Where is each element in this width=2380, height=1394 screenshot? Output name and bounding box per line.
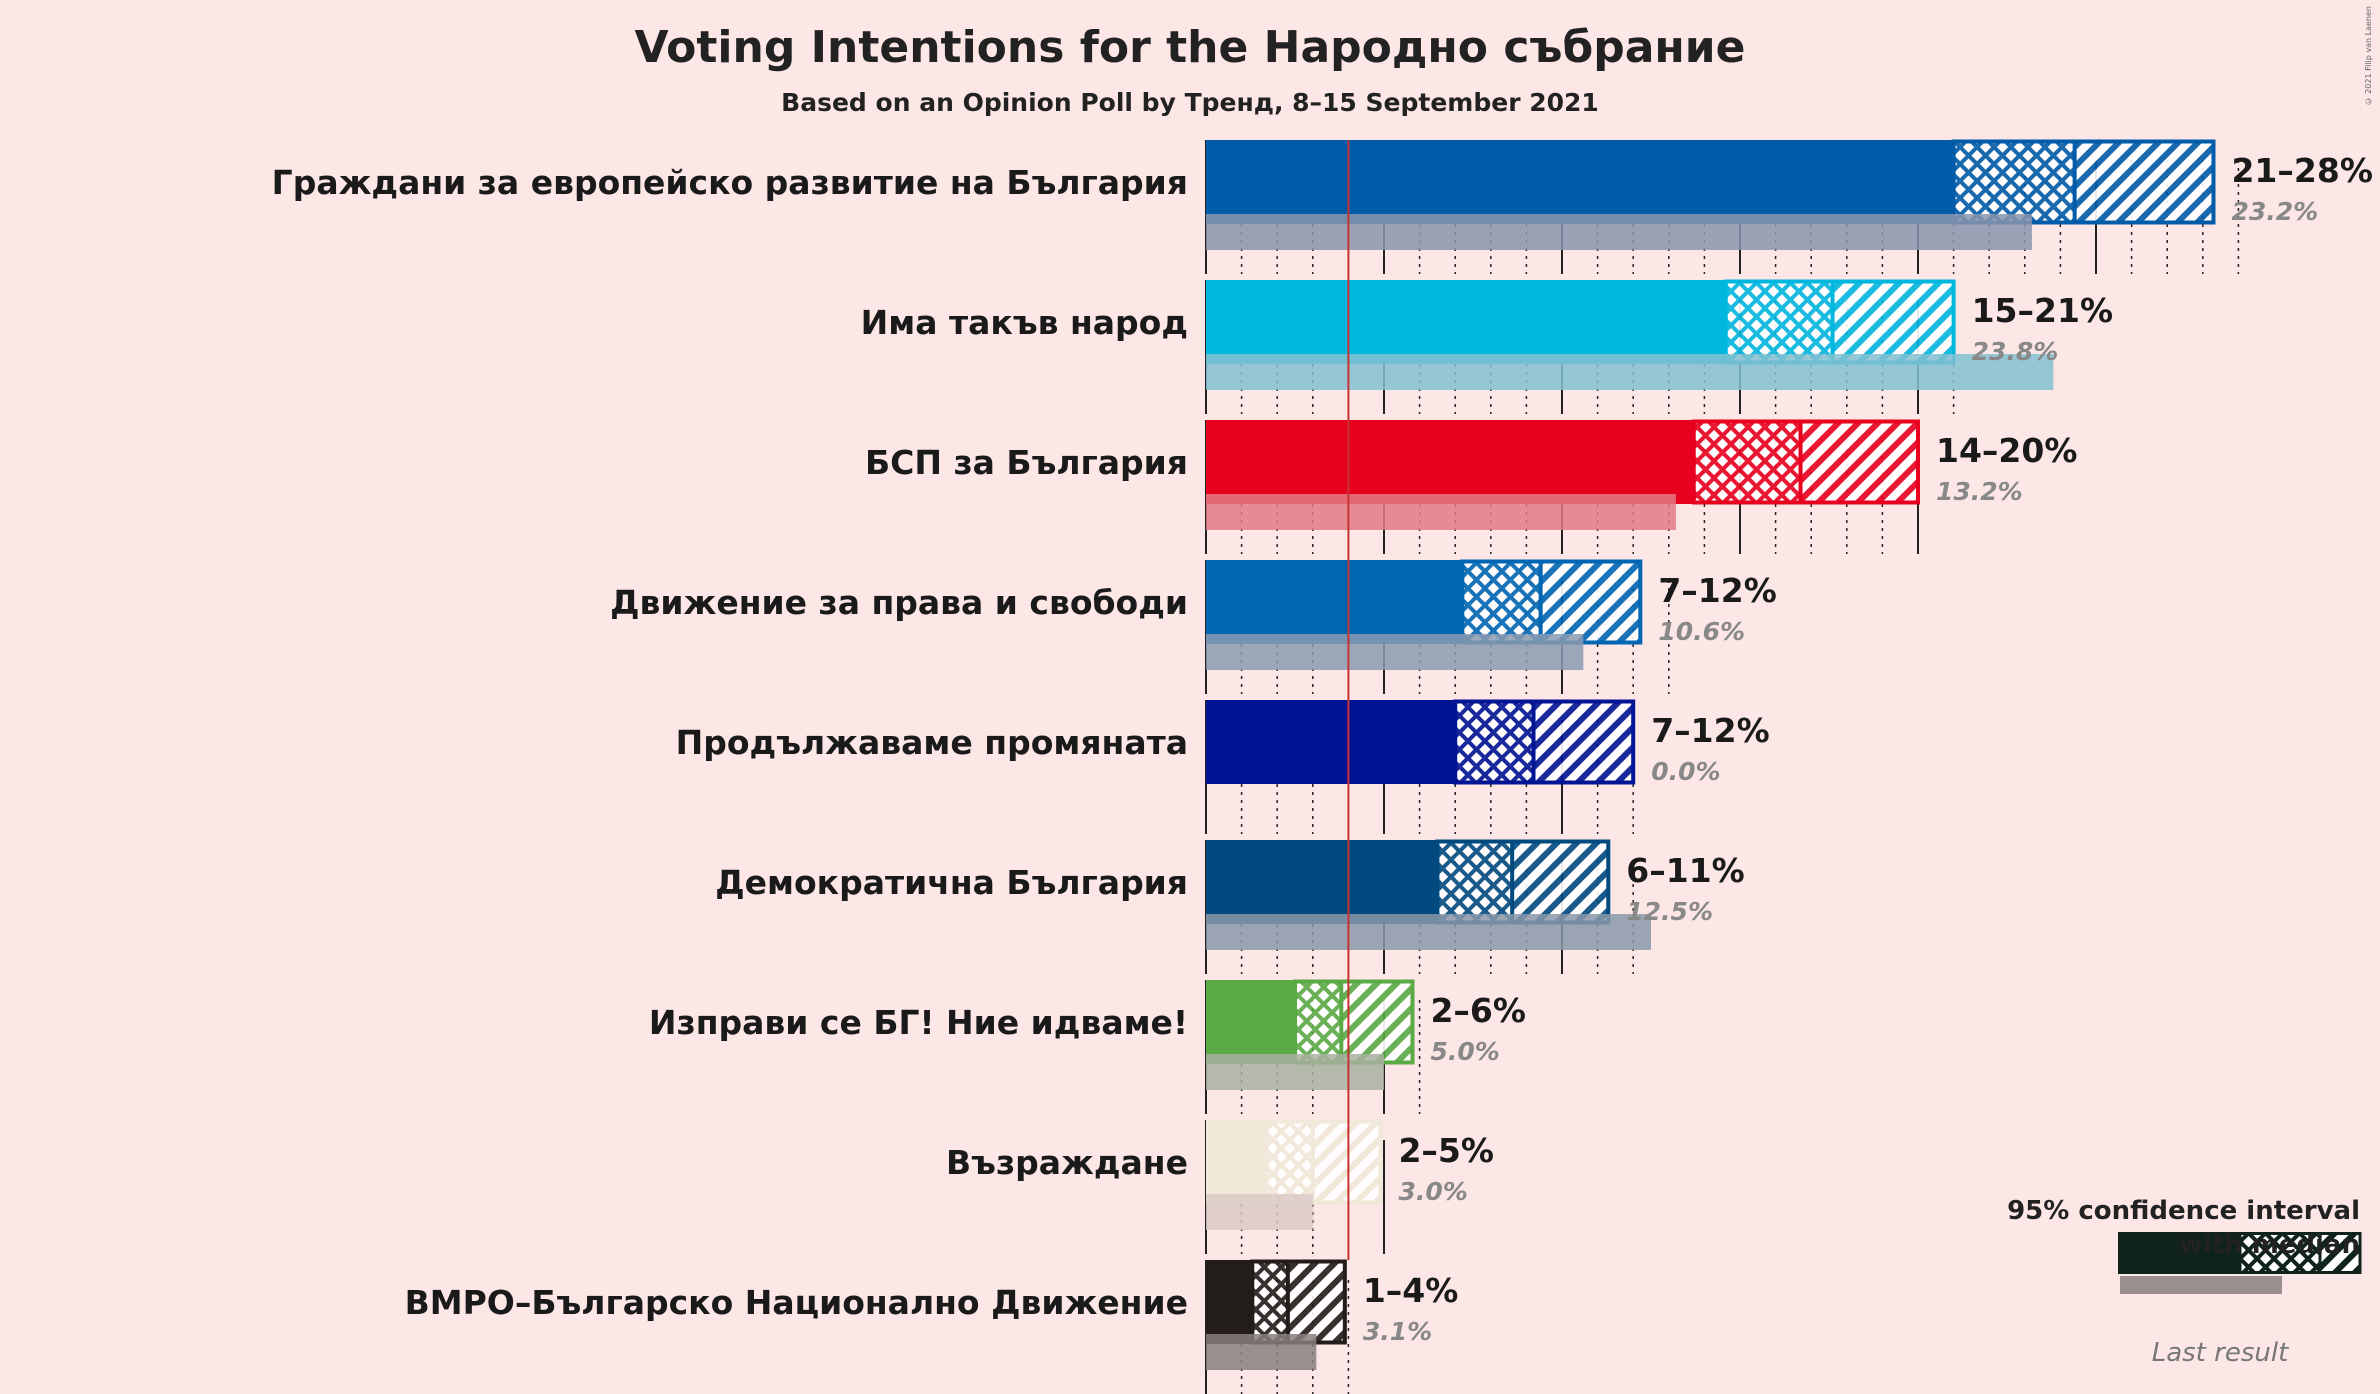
bar-ci-lower	[1437, 840, 1513, 924]
bar-ci-upper	[1341, 980, 1413, 1064]
last-result-label: 10.6%	[1658, 617, 1745, 646]
bar-ci-upper	[1512, 840, 1609, 924]
chart-title: Voting Intentions for the Народно събран…	[634, 22, 1746, 73]
party-row: Движение за права и свободи 7–12% 10.6%	[610, 559, 1777, 694]
party-row: БСП за България 14–20% 13.2%	[865, 419, 2077, 554]
bar-solid	[1206, 140, 1954, 224]
bar-ci-upper	[1533, 700, 1634, 784]
range-label: 7–12%	[1651, 711, 1769, 750]
legend-title: 95% confidence interval with median	[2000, 1194, 2360, 1262]
bar-solid	[1206, 1120, 1267, 1204]
bar-solid	[1206, 840, 1438, 924]
party-label: Демократична България	[715, 863, 1188, 902]
bar-ci-lower	[1455, 700, 1534, 784]
bar-ci-lower	[1252, 1260, 1288, 1344]
range-label: 15–21%	[1972, 291, 2113, 330]
bar-solid	[1206, 420, 1694, 504]
bar-ci-lower	[1693, 420, 1801, 504]
last-result-bar	[1206, 914, 1651, 950]
legend-last-result-bar	[2120, 1276, 2282, 1294]
range-label: 21–28%	[2231, 151, 2372, 190]
last-result-label: 12.5%	[1626, 897, 1713, 926]
bar-ci-upper	[1832, 280, 1954, 364]
bar-ci-outline	[1264, 1119, 1383, 1205]
last-result-bar	[1206, 1194, 1313, 1230]
range-label: 6–11%	[1626, 851, 1744, 890]
last-result-label: 5.0%	[1430, 1037, 1499, 1066]
bar-ci-upper	[2074, 140, 2214, 224]
last-result-bar	[1206, 1054, 1384, 1090]
legend-outline	[2238, 1232, 2362, 1274]
bar-ci-upper	[1540, 560, 1641, 644]
last-result-bar	[1206, 214, 2032, 250]
legend-hatch	[2320, 1232, 2360, 1274]
party-row: Граждани за европейско развитие на Бълга…	[272, 139, 2373, 274]
legend-swatch	[2118, 1232, 2362, 1294]
legend-solid	[2118, 1232, 2240, 1274]
party-row: ВМРО–Българско Национално Движение 1–4% 3.…	[405, 1259, 1459, 1394]
last-result-label: 0.0%	[1651, 757, 1720, 786]
last-result-bar	[1206, 494, 1676, 530]
range-label: 2–6%	[1430, 991, 1526, 1030]
party-label: Възраждане	[946, 1143, 1188, 1182]
party-row: Има такъв народ 15–21% 23.8%	[861, 279, 2113, 414]
party-row: Демократична България 6–11% 12.5%	[715, 839, 1745, 974]
bar-ci-outline	[1951, 139, 2216, 225]
bar-ci-outline	[1691, 419, 1920, 505]
bar-ci-lower	[1462, 560, 1541, 644]
party-label: Продължаваме промяната	[676, 723, 1188, 762]
bar-ci-outline	[1453, 699, 1636, 785]
last-result-bar	[1206, 354, 2054, 390]
bar-solid	[1206, 980, 1295, 1064]
range-label: 7–12%	[1658, 571, 1776, 610]
range-label: 14–20%	[1936, 431, 2077, 470]
party-label: Изправи се БГ! Ние идваме!	[649, 1003, 1188, 1042]
bar-solid	[1206, 560, 1463, 644]
party-label: Граждани за европейско развитие на Бълга…	[272, 163, 1188, 202]
party-label: Има такъв народ	[861, 303, 1188, 342]
party-row: Изправи се БГ! Ние идваме! 2–6% 5.0%	[649, 979, 1526, 1114]
chart-subtitle: Based on an Opinion Poll by Тренд, 8–15 …	[781, 88, 1599, 117]
bar-solid	[1206, 280, 1726, 364]
legend-title-line1: 95% confidence interval	[2007, 1196, 2360, 1226]
bar-ci-upper	[1312, 1120, 1381, 1204]
party-row: Възраждане 2–5% 3.0%	[946, 1119, 1494, 1254]
party-label: Движение за права и свободи	[610, 583, 1188, 622]
bar-solid	[1206, 700, 1456, 784]
last-result-label: 3.0%	[1398, 1177, 1467, 1206]
party-label: ВМРО–Българско Национално Движение	[405, 1283, 1188, 1322]
legend-crosshatch	[2240, 1232, 2320, 1274]
legend-last-result-label: Last result	[2151, 1338, 2289, 1368]
bar-ci-lower	[1953, 140, 2075, 224]
last-result-label: 3.1%	[1363, 1317, 1432, 1346]
last-result-bar	[1206, 634, 1584, 670]
bar-ci-upper	[1800, 420, 1918, 504]
last-result-label: 13.2%	[1936, 477, 2023, 506]
range-label: 2–5%	[1398, 1131, 1494, 1170]
bar-ci-upper	[1287, 1260, 1345, 1344]
bar-ci-lower	[1295, 980, 1342, 1064]
range-label: 1–4%	[1363, 1271, 1459, 1310]
last-result-bar	[1206, 1334, 1317, 1370]
party-row: Продължаваме промяната 7–12% 0.0%	[676, 699, 1770, 834]
legend-title-line2: with median	[2178, 1230, 2360, 1260]
party-label: БСП за България	[865, 443, 1188, 482]
bar-ci-lower	[1725, 280, 1833, 364]
last-result-label: 23.2%	[2231, 197, 2318, 226]
bar-solid	[1206, 1260, 1253, 1344]
bar-ci-lower	[1266, 1120, 1313, 1204]
last-result-label: 23.8%	[1972, 337, 2059, 366]
